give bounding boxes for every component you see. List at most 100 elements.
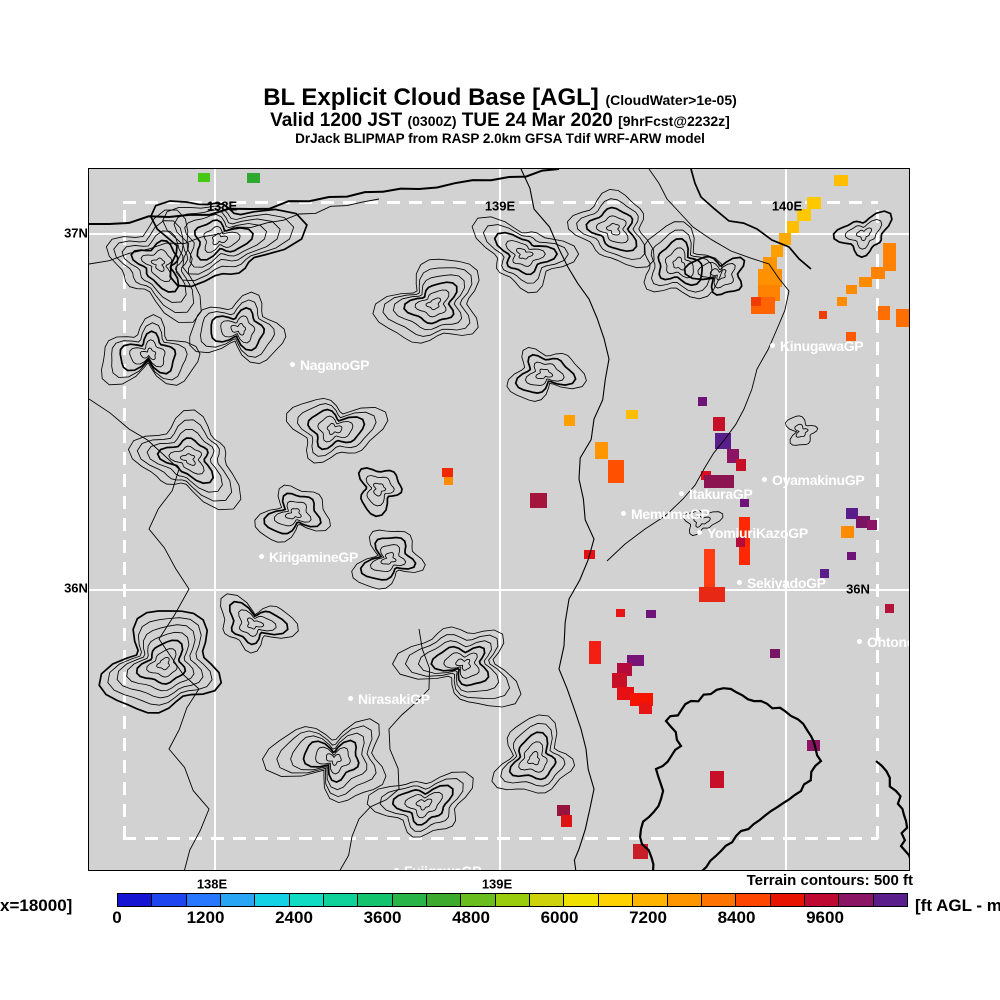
contour-line bbox=[326, 422, 343, 435]
cloudbase-cell bbox=[736, 459, 746, 471]
color-scale-tick: 9600 bbox=[806, 908, 844, 927]
contour-line bbox=[139, 347, 157, 361]
station-dot-icon bbox=[621, 511, 626, 516]
contour-line bbox=[156, 437, 215, 485]
contour-line bbox=[491, 714, 576, 794]
scale-unit-label: [ft AGL - m bbox=[915, 896, 1000, 915]
color-scale-tick: 8400 bbox=[717, 908, 756, 927]
contour-line bbox=[493, 231, 559, 276]
contour-line bbox=[129, 339, 166, 368]
grid-label: 36N bbox=[846, 581, 870, 597]
station-dot-icon bbox=[394, 868, 399, 870]
contour-line bbox=[162, 205, 295, 282]
cloudbase-cell bbox=[859, 277, 872, 287]
contour-line bbox=[785, 415, 819, 446]
station-dot-icon bbox=[259, 554, 264, 559]
cloudbase-cell bbox=[807, 197, 821, 209]
color-scale-segment bbox=[701, 894, 737, 906]
contour-line bbox=[276, 725, 377, 798]
contour-line bbox=[379, 778, 464, 832]
contour-line bbox=[373, 482, 387, 497]
contour-line bbox=[518, 741, 548, 773]
contour-line bbox=[683, 510, 724, 536]
contour-line bbox=[443, 652, 480, 679]
contour-line bbox=[286, 397, 389, 464]
cloudbase-cell bbox=[846, 285, 857, 294]
contour-line bbox=[643, 221, 723, 300]
contour-line bbox=[508, 731, 557, 781]
cloudbase-cell bbox=[770, 649, 780, 658]
contour-line bbox=[307, 408, 366, 451]
cloudbase-cell bbox=[763, 257, 777, 271]
cloudbase-cell bbox=[834, 175, 848, 186]
contour-line bbox=[297, 403, 377, 457]
color-scale-segment bbox=[873, 894, 907, 906]
cloudbase-cell bbox=[247, 173, 260, 183]
contour-line bbox=[672, 256, 686, 271]
contour-line bbox=[380, 552, 397, 565]
cloudbase-cell bbox=[846, 508, 858, 519]
color-scale-segment bbox=[530, 894, 565, 906]
cloudbase-cell bbox=[608, 460, 624, 483]
cloudbase-cell bbox=[633, 844, 648, 859]
color-scale-tick: 4800 bbox=[452, 908, 490, 927]
terrain-contours-layer bbox=[89, 169, 909, 870]
contour-line bbox=[168, 445, 205, 475]
contour-line bbox=[150, 257, 166, 272]
contour-line bbox=[284, 508, 302, 520]
station-dot-icon bbox=[857, 639, 862, 644]
contour-line bbox=[135, 639, 187, 685]
contour-line bbox=[315, 746, 351, 775]
cloudbase-cell bbox=[787, 221, 799, 233]
color-scale-segment bbox=[461, 894, 496, 906]
station-label: ItakuraGP bbox=[679, 486, 753, 502]
contour-line bbox=[506, 346, 587, 402]
contour-line bbox=[238, 609, 277, 637]
contour-line bbox=[200, 299, 275, 358]
cloudbase-cell bbox=[646, 610, 656, 618]
station-dot-icon bbox=[737, 580, 742, 585]
station-dot-icon bbox=[290, 362, 295, 367]
color-scale-segment bbox=[495, 894, 531, 906]
scale-max-label: x=18000] bbox=[0, 896, 73, 915]
contour-line bbox=[210, 306, 266, 352]
cloudbase-cell bbox=[616, 609, 625, 617]
cloudbase-cell bbox=[626, 410, 638, 419]
cloudbase-cell bbox=[771, 245, 783, 257]
cloudbase-cell bbox=[442, 468, 453, 477]
cloudbase-cell bbox=[878, 306, 890, 320]
cloudbase-cell bbox=[627, 655, 644, 666]
cloudbase-cell bbox=[841, 526, 854, 538]
station-label: NirasakiGP bbox=[348, 691, 430, 707]
cloudbase-cell bbox=[589, 641, 601, 664]
color-scale-segment bbox=[564, 894, 599, 906]
grid-label: 140E bbox=[771, 198, 803, 214]
contour-line bbox=[146, 428, 223, 493]
color-scale-segment bbox=[392, 894, 428, 906]
grid-label: 139E bbox=[484, 198, 516, 214]
contour-line bbox=[391, 784, 454, 826]
contour-line bbox=[317, 415, 354, 443]
contour-line bbox=[107, 617, 213, 706]
cloudbase-cell bbox=[698, 397, 707, 406]
contour-line bbox=[228, 600, 289, 646]
contour-line bbox=[585, 206, 638, 253]
contour-line bbox=[403, 281, 458, 325]
contour-line bbox=[273, 500, 312, 527]
contour-line bbox=[683, 255, 746, 296]
station-label: FujigawaGP bbox=[394, 863, 481, 870]
cloudbase-cell bbox=[885, 604, 894, 613]
contour-line bbox=[105, 209, 202, 323]
valid-zulu: (0300Z) bbox=[407, 113, 457, 129]
contour-line bbox=[605, 223, 621, 236]
color-scale-segment bbox=[736, 894, 771, 906]
color-scale-segment bbox=[255, 894, 290, 906]
contour-line bbox=[262, 718, 387, 804]
cloudbase-cell bbox=[856, 516, 870, 528]
contour-line bbox=[127, 409, 242, 511]
contour-line bbox=[290, 732, 368, 791]
cloudbase-cell bbox=[444, 477, 453, 485]
station-label: KirigamineGP bbox=[259, 549, 358, 565]
contour-line bbox=[101, 314, 201, 386]
color-scale-tick: 2400 bbox=[275, 908, 313, 927]
